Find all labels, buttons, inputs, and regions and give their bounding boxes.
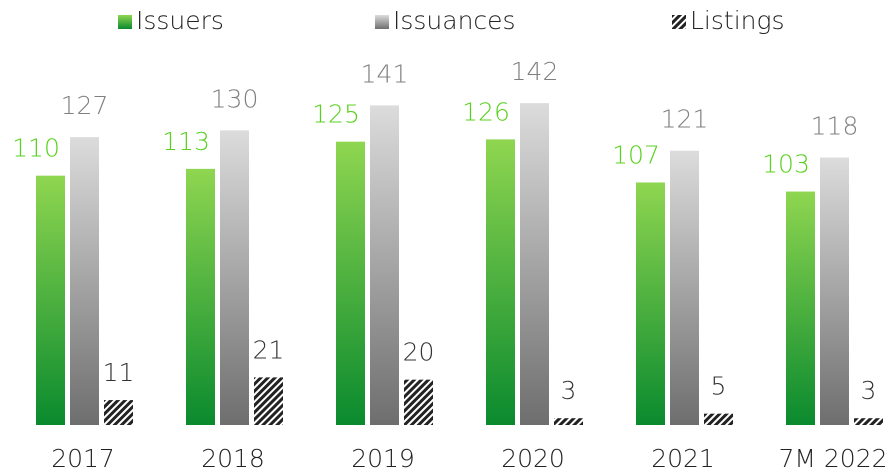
x-tick-label: 2021 (651, 444, 715, 472)
legend-swatch (375, 15, 389, 29)
value-label: 126 (462, 97, 510, 126)
legend-label: Listings (690, 6, 785, 35)
bar (820, 157, 849, 426)
bar (786, 191, 815, 425)
x-tick-label: 7M 2022 (778, 444, 887, 472)
value-label: 130 (211, 84, 259, 113)
bar (486, 139, 515, 425)
bar (370, 105, 399, 426)
value-label: 118 (811, 112, 859, 141)
x-tick-label: 2018 (201, 444, 265, 472)
value-label: 3 (561, 376, 577, 405)
bar (220, 130, 249, 426)
value-label: 125 (312, 100, 360, 129)
bar (520, 103, 549, 425)
value-label: 142 (511, 57, 559, 86)
bar (854, 418, 883, 425)
value-label: 141 (361, 59, 409, 88)
bar (704, 413, 733, 425)
value-label: 107 (612, 140, 660, 169)
value-label: 110 (12, 134, 60, 163)
value-label: 121 (661, 105, 709, 134)
bar (670, 150, 699, 425)
value-label: 127 (61, 91, 109, 120)
bar (70, 137, 99, 425)
bar (336, 141, 365, 425)
x-tick-label: 2019 (351, 444, 415, 472)
legend-swatch (672, 15, 686, 29)
value-label: 5 (711, 372, 727, 401)
legend-label: Issuances (393, 6, 516, 35)
bar (254, 377, 283, 425)
bar (186, 168, 215, 425)
x-tick-label: 2017 (51, 444, 115, 472)
bar (404, 379, 433, 425)
value-label: 103 (762, 150, 810, 179)
value-label: 21 (253, 335, 285, 364)
value-label: 11 (103, 358, 135, 387)
value-label: 113 (162, 127, 210, 156)
value-label: 20 (403, 338, 435, 367)
legend-swatch (118, 15, 132, 29)
value-label: 3 (861, 376, 877, 405)
bar (636, 182, 665, 425)
x-tick-label: 2020 (501, 444, 565, 472)
bar (554, 418, 583, 425)
bar (36, 175, 65, 425)
legend-label: Issuers (136, 6, 224, 35)
bar (104, 400, 133, 425)
